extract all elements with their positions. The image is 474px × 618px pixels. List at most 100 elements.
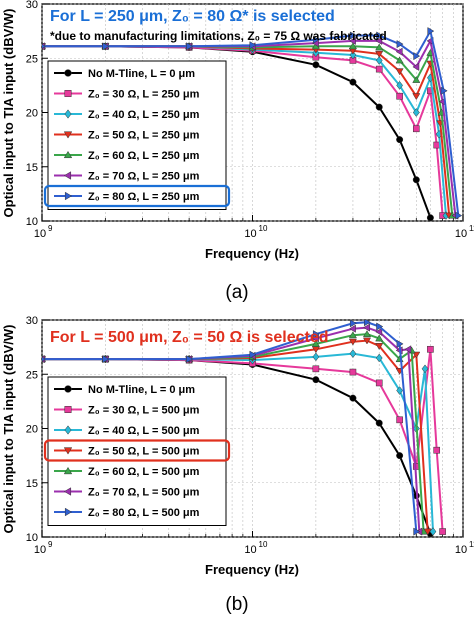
data-point xyxy=(348,338,357,346)
legend-entry: Z₀ = 30 Ω, L = 500 μm xyxy=(54,405,200,417)
data-point xyxy=(427,27,435,36)
legend-a: No M-Tline, L = 0 μm Z₀ = 30 Ω, L = 250 μ… xyxy=(43,60,231,210)
y-tick-label: 15 xyxy=(26,162,38,174)
data-point xyxy=(412,76,421,83)
data-point xyxy=(396,80,404,90)
chart-panel-a: 109101010111015202530 For L = 250 μm, Z₀… xyxy=(1,0,474,261)
caption-a: (a) xyxy=(225,282,248,303)
data-point xyxy=(363,323,370,332)
data-point xyxy=(375,65,383,73)
chart-panel-b: 109101010111015202530 For L = 500 μm, Z₀… xyxy=(1,315,474,577)
x-tick-exponent: 9 xyxy=(48,224,53,233)
legend-label: Z₀ = 50 Ω, L = 250 μm xyxy=(88,130,200,142)
x-tick-label: 10 xyxy=(455,228,467,240)
legend-entry: Z₀ = 60 Ω, L = 250 μm xyxy=(54,150,200,162)
legend-marker xyxy=(64,191,73,201)
ticks-a: 109101010111015202530 xyxy=(26,0,474,240)
x-tick-exponent: 10 xyxy=(259,540,268,549)
x-tick-label: 10 xyxy=(34,228,46,240)
data-point xyxy=(364,320,371,327)
legend-marker xyxy=(63,466,73,475)
legend-entry: Z₀ = 40 Ω, L = 250 μm xyxy=(54,109,200,121)
data-point xyxy=(396,40,404,49)
data-point xyxy=(429,527,437,536)
data-point xyxy=(375,419,383,427)
legend-marker xyxy=(64,109,72,119)
legend-label: Z₀ = 60 Ω, L = 250 μm xyxy=(88,150,200,162)
x-tick-label: 10 xyxy=(244,228,256,240)
y-tick-label: 10 xyxy=(26,216,38,228)
legend-label: Z₀ = 40 Ω, L = 500 μm xyxy=(88,425,200,437)
y-tick-label: 30 xyxy=(26,0,38,11)
data-point xyxy=(375,43,384,51)
x-tick-label: 10 xyxy=(244,544,256,556)
x-axis-label-b: Frequency (Hz) xyxy=(205,562,299,577)
legend-entry: Z₀ = 70 Ω, L = 250 μm xyxy=(54,171,200,183)
legend-marker xyxy=(64,425,72,435)
data-point xyxy=(349,36,356,45)
data-point xyxy=(186,355,194,364)
caption-b: (b) xyxy=(225,594,248,615)
data-point xyxy=(102,42,110,51)
x-tick-label: 10 xyxy=(34,544,46,556)
data-point xyxy=(348,42,357,50)
data-point xyxy=(412,93,421,101)
legend-b: No M-Tline, L = 0 μm Z₀ = 30 Ω, L = 500 μ… xyxy=(43,376,231,526)
data-point xyxy=(42,44,46,49)
data-point xyxy=(395,56,404,64)
legend-marker xyxy=(63,447,73,455)
legend-entry: Z₀ = 80 Ω, L = 250 μm xyxy=(54,191,200,203)
data-point xyxy=(312,352,320,362)
data-point xyxy=(375,50,384,58)
legend-highlight-box xyxy=(43,184,231,208)
data-point xyxy=(362,330,372,338)
ticks-b: 109101010111015202530 xyxy=(26,315,474,556)
data-point xyxy=(375,353,383,363)
series-7 xyxy=(42,27,463,220)
data-point xyxy=(433,446,441,454)
data-point xyxy=(375,327,383,336)
legend-entry: Z₀ = 30 Ω, L = 250 μm xyxy=(54,89,200,101)
data-point xyxy=(427,345,434,353)
legend-highlight-box xyxy=(43,439,231,462)
data-point xyxy=(42,356,46,362)
legend-entry: Z₀ = 70 Ω, L = 500 μm xyxy=(54,487,200,499)
annotation-main-a: For L = 250 μm, Z₀ = 80 Ω* is selected xyxy=(50,8,335,25)
legend-marker xyxy=(64,90,72,97)
legend-entry: Z₀ = 50 Ω, L = 250 μm xyxy=(54,130,200,142)
data-point xyxy=(349,349,357,359)
data-point xyxy=(312,61,320,69)
data-point xyxy=(427,87,434,95)
legend-entry: Z₀ = 40 Ω, L = 500 μm xyxy=(54,425,200,437)
series-7 xyxy=(42,320,421,536)
data-point xyxy=(396,386,404,395)
data-point xyxy=(376,31,384,40)
data-point xyxy=(375,56,383,65)
data-point xyxy=(375,343,384,350)
data-point xyxy=(375,379,383,387)
data-point xyxy=(440,86,448,95)
data-point xyxy=(102,355,110,364)
annotation-main-b: For L = 500 μm, Z₀ = 50 Ω is selected xyxy=(50,329,329,346)
data-point xyxy=(375,36,383,45)
data-point xyxy=(396,92,403,100)
legend-entry: Z₀ = 60 Ω, L = 500 μm xyxy=(54,466,200,478)
legend-label: Z₀ = 70 Ω, L = 500 μm xyxy=(88,487,200,499)
series-group-a xyxy=(42,27,463,221)
x-tick-exponent: 10 xyxy=(259,224,268,233)
x-tick-exponent: 9 xyxy=(48,540,53,549)
legend-label: Z₀ = 30 Ω, L = 250 μm xyxy=(88,89,200,101)
y-axis-label-a: Optical input to TIA input (dBV/W) xyxy=(1,9,16,218)
data-point xyxy=(455,211,463,220)
data-point xyxy=(395,47,403,56)
data-point xyxy=(376,322,384,331)
data-point xyxy=(413,52,421,61)
data-point xyxy=(349,394,357,402)
legend-label: Z₀ = 60 Ω, L = 500 μm xyxy=(88,466,200,478)
legend-entry: No M-Tline, L = 0 μm xyxy=(54,384,195,396)
data-point xyxy=(312,376,320,384)
x-axis-label-a: Frequency (Hz) xyxy=(205,246,299,261)
legend-marker xyxy=(63,131,73,139)
data-point xyxy=(421,364,429,374)
